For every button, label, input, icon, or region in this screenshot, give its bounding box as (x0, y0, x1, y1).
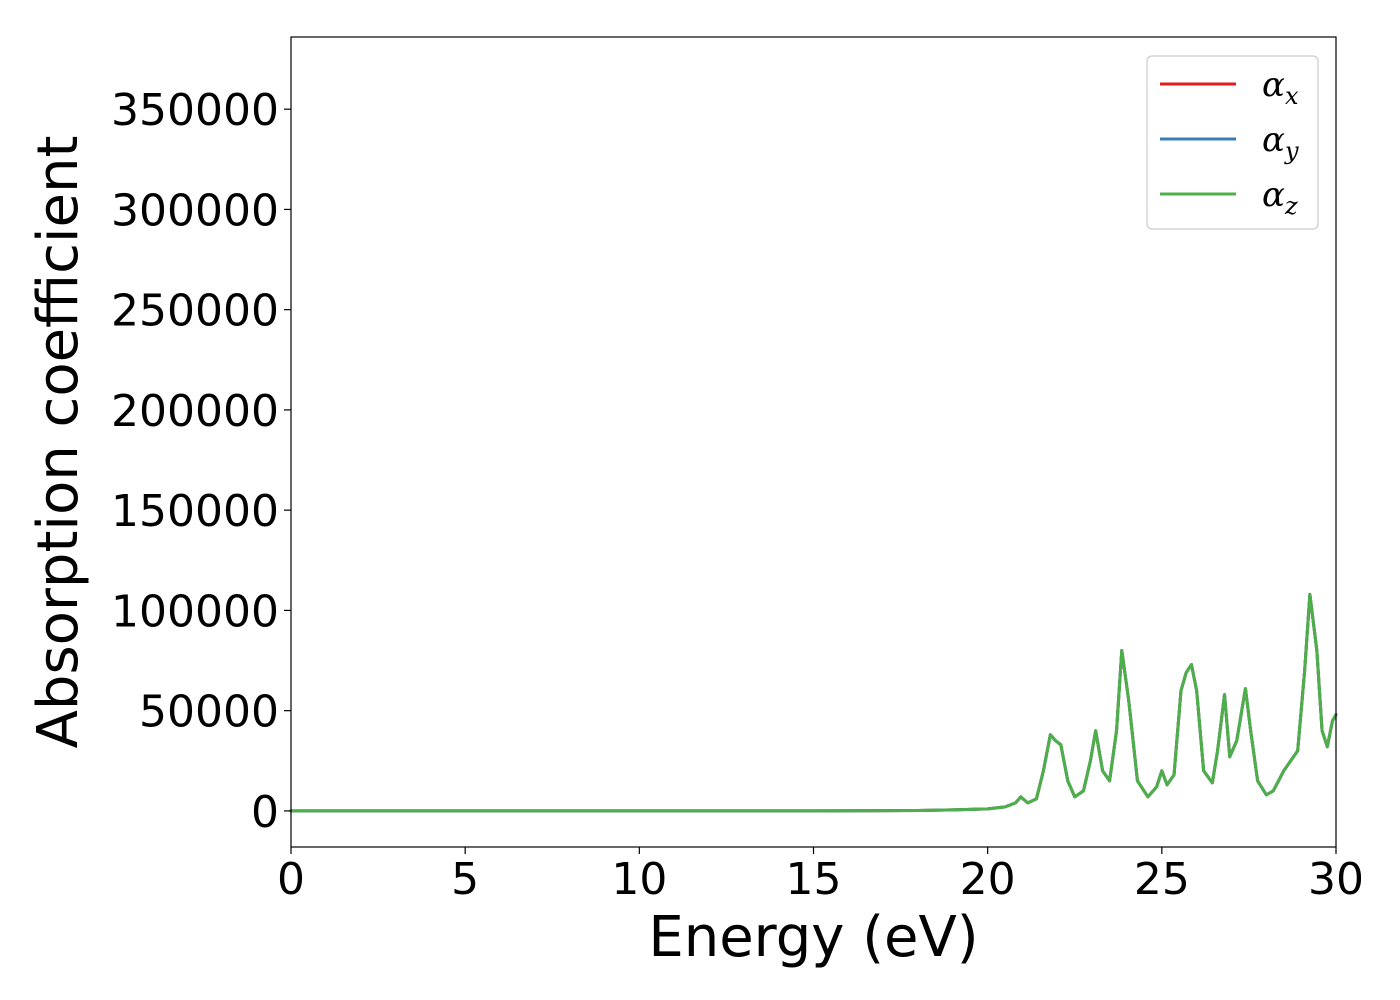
legend-label-z: αz (1262, 175, 1298, 220)
y-tick-label: 200000 (111, 386, 279, 437)
y-tick-label: 50000 (139, 687, 279, 738)
x-tick-label: 20 (960, 854, 1016, 905)
y-tick-label: 350000 (111, 85, 279, 136)
series-layer (289, 592, 1338, 813)
y-tick-label: 100000 (111, 586, 279, 637)
x-tick-label: 30 (1308, 854, 1364, 905)
y-tick-label: 300000 (111, 185, 279, 236)
y-tick-label: 0 (251, 787, 279, 838)
y-tick-label: 250000 (111, 286, 279, 337)
legend-label-x: αx (1262, 65, 1299, 110)
y-axis-label: Absorption coefficient (26, 136, 91, 749)
x-tick-label: 25 (1134, 854, 1190, 905)
x-axis-ticks: 0 5 10 15 20 25 30 (277, 847, 1364, 905)
x-tick-label: 5 (451, 854, 479, 905)
x-tick-label: 10 (611, 854, 667, 905)
legend-box (1146, 55, 1319, 230)
y-tick-label: 150000 (111, 486, 279, 537)
x-tick-label: 0 (277, 854, 305, 905)
legend-label-y: αy (1262, 120, 1299, 165)
x-axis-label: Energy (eV) (648, 905, 978, 970)
series-line-z (289, 592, 1338, 813)
y-axis-ticks: 0 50000 100000 150000 200000 250000 300000 3500… (111, 85, 291, 838)
legend: αx αy αz (1146, 55, 1319, 230)
x-tick-label: 15 (786, 854, 842, 905)
